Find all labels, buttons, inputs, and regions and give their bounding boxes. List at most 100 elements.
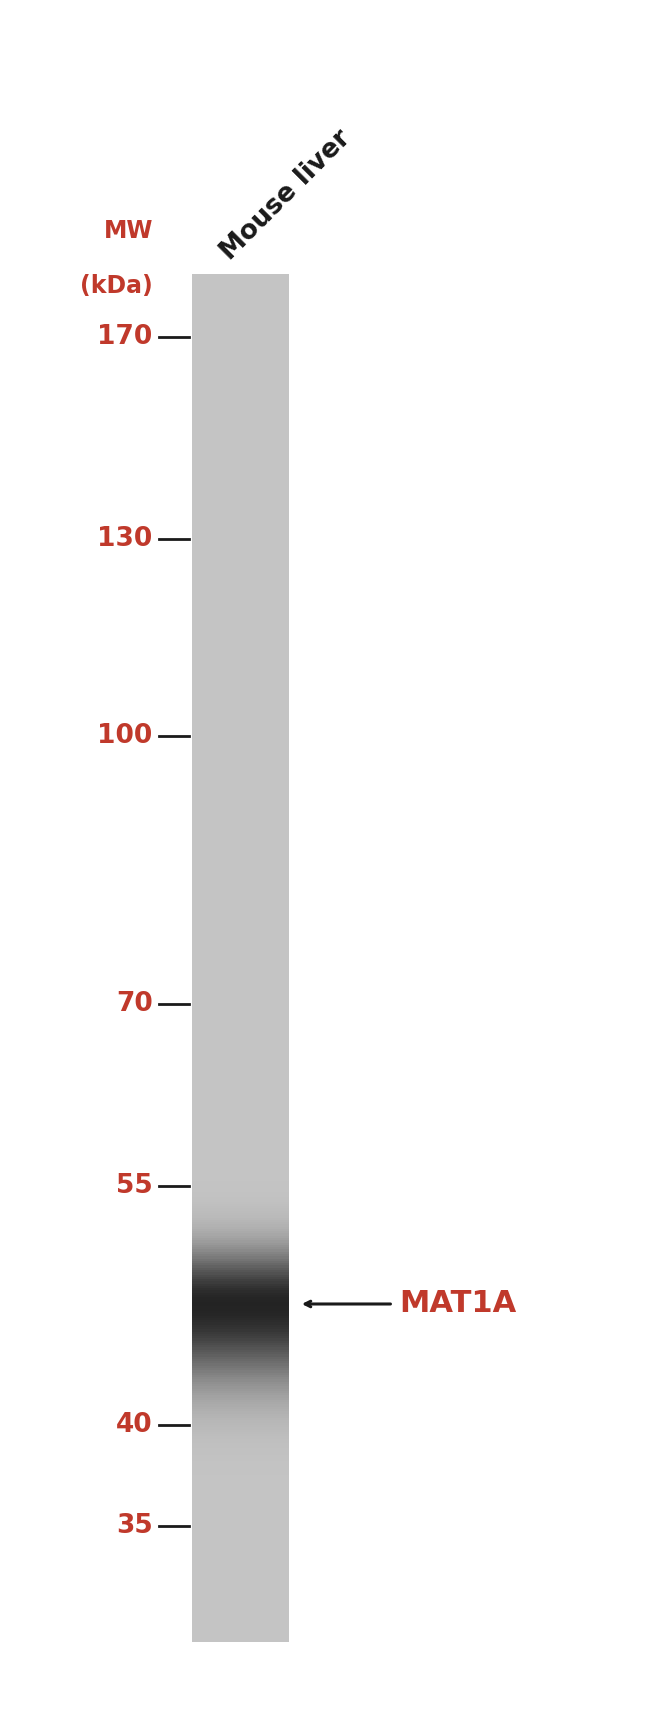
Bar <box>192 857 289 860</box>
Bar <box>192 398 289 402</box>
Bar <box>192 1546 289 1548</box>
Bar <box>192 829 289 833</box>
Bar <box>192 679 289 682</box>
Bar <box>192 1288 289 1291</box>
Bar <box>192 752 289 754</box>
Bar <box>192 1512 289 1513</box>
Bar <box>192 1513 289 1517</box>
Bar <box>192 891 289 894</box>
Bar <box>192 629 289 631</box>
Bar <box>192 1534 289 1537</box>
Bar <box>192 1086 289 1088</box>
Bar <box>192 412 289 416</box>
Bar <box>192 1571 289 1573</box>
Bar <box>192 535 289 539</box>
Bar <box>192 549 289 552</box>
Bar <box>192 320 289 321</box>
Bar <box>192 747 289 751</box>
Bar <box>192 1448 289 1450</box>
Bar <box>192 287 289 289</box>
Bar <box>192 1069 289 1072</box>
Bar <box>192 1530 289 1532</box>
Bar <box>192 699 289 703</box>
Bar <box>192 624 289 628</box>
Bar <box>192 1028 289 1031</box>
Bar <box>192 718 289 720</box>
Bar <box>192 470 289 472</box>
Bar <box>192 737 289 739</box>
Bar <box>192 1442 289 1443</box>
Bar <box>192 409 289 410</box>
Bar <box>192 282 289 286</box>
Bar <box>192 467 289 470</box>
Bar <box>192 1272 289 1274</box>
Bar <box>192 431 289 433</box>
Bar <box>192 1491 289 1493</box>
Bar <box>192 792 289 793</box>
Bar <box>192 1284 289 1286</box>
Bar <box>192 1081 289 1082</box>
Bar <box>192 1387 289 1389</box>
Bar <box>192 616 289 617</box>
Bar <box>192 487 289 491</box>
Bar <box>192 388 289 390</box>
Bar <box>192 744 289 746</box>
Bar <box>192 1616 289 1619</box>
Bar <box>192 443 289 445</box>
Bar <box>192 371 289 374</box>
Bar <box>192 1004 289 1005</box>
Bar <box>192 949 289 951</box>
Bar <box>192 922 289 923</box>
Bar <box>192 465 289 467</box>
Bar <box>192 1236 289 1238</box>
Bar <box>192 1301 289 1305</box>
Bar <box>192 1058 289 1060</box>
Bar <box>192 1503 289 1505</box>
Bar <box>192 1040 289 1041</box>
Bar <box>192 846 289 848</box>
Bar <box>192 1286 289 1288</box>
Bar <box>192 349 289 351</box>
Text: 35: 35 <box>116 1513 153 1539</box>
Bar <box>192 725 289 727</box>
Bar <box>192 855 289 857</box>
Bar <box>192 1000 289 1004</box>
Bar <box>192 581 289 583</box>
Text: MAT1A: MAT1A <box>400 1289 517 1318</box>
Bar <box>192 1161 289 1163</box>
Bar <box>192 1158 289 1161</box>
Bar <box>192 513 289 515</box>
Bar <box>192 580 289 581</box>
Bar <box>192 990 289 992</box>
Bar <box>192 706 289 710</box>
Bar <box>192 439 289 443</box>
Bar <box>192 1300 289 1301</box>
Bar <box>192 761 289 764</box>
Bar <box>192 506 289 508</box>
Bar <box>192 1281 289 1284</box>
Bar <box>192 1141 289 1142</box>
Bar <box>192 1093 289 1094</box>
Bar <box>192 665 289 669</box>
Bar <box>192 684 289 686</box>
Bar <box>192 1048 289 1052</box>
Bar <box>192 1168 289 1170</box>
Bar <box>192 561 289 563</box>
Bar <box>192 1206 289 1209</box>
Bar <box>192 1541 289 1544</box>
Bar <box>192 1038 289 1040</box>
Bar <box>192 410 289 412</box>
Bar <box>192 438 289 439</box>
Bar <box>192 662 289 663</box>
Bar <box>192 294 289 296</box>
Bar <box>192 1525 289 1527</box>
Bar <box>192 1079 289 1081</box>
Bar <box>192 1103 289 1106</box>
Bar <box>192 1260 289 1264</box>
Bar <box>192 369 289 371</box>
Bar <box>192 417 289 419</box>
Text: 100: 100 <box>98 723 153 749</box>
Bar <box>192 703 289 705</box>
Bar <box>192 308 289 310</box>
Bar <box>192 1342 289 1346</box>
